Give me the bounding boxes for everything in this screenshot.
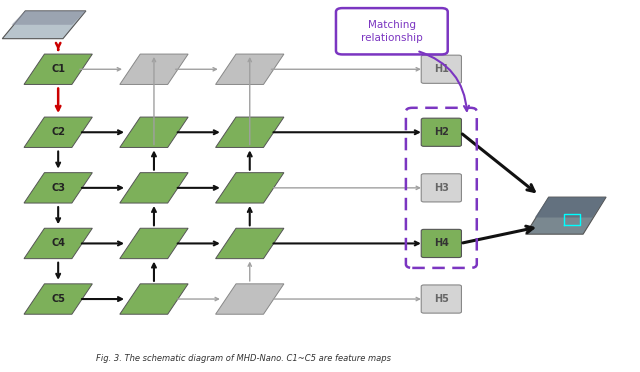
Polygon shape	[120, 173, 188, 203]
Text: C2: C2	[51, 127, 65, 137]
Polygon shape	[12, 11, 86, 25]
Text: C4: C4	[51, 238, 65, 248]
Text: Fig. 3. The schematic diagram of MHD-Nano. C1~C5 are feature maps: Fig. 3. The schematic diagram of MHD-Nan…	[96, 354, 391, 363]
Polygon shape	[216, 284, 284, 314]
Text: C1: C1	[51, 64, 65, 74]
Polygon shape	[525, 197, 606, 234]
Text: H3: H3	[434, 183, 449, 193]
Polygon shape	[216, 173, 284, 203]
Polygon shape	[24, 284, 92, 314]
Text: C3: C3	[51, 183, 65, 193]
FancyBboxPatch shape	[421, 285, 461, 313]
Polygon shape	[24, 54, 92, 84]
FancyBboxPatch shape	[421, 230, 461, 257]
Polygon shape	[120, 54, 188, 84]
Polygon shape	[216, 228, 284, 259]
Polygon shape	[3, 11, 86, 39]
FancyBboxPatch shape	[336, 8, 448, 54]
Polygon shape	[120, 284, 188, 314]
Text: H2: H2	[434, 127, 449, 137]
Text: C5: C5	[51, 294, 65, 304]
Polygon shape	[216, 54, 284, 84]
FancyBboxPatch shape	[421, 118, 461, 146]
FancyBboxPatch shape	[421, 55, 461, 83]
Polygon shape	[24, 228, 92, 259]
Text: H5: H5	[434, 294, 449, 304]
FancyArrowPatch shape	[419, 52, 469, 111]
Polygon shape	[24, 173, 92, 203]
Polygon shape	[216, 117, 284, 147]
Polygon shape	[120, 228, 188, 259]
Polygon shape	[120, 117, 188, 147]
Text: Matching
relationship: Matching relationship	[361, 20, 422, 43]
Polygon shape	[535, 197, 606, 218]
FancyBboxPatch shape	[421, 174, 461, 202]
Text: H4: H4	[434, 238, 449, 248]
Polygon shape	[24, 117, 92, 147]
Text: H1: H1	[434, 64, 449, 74]
